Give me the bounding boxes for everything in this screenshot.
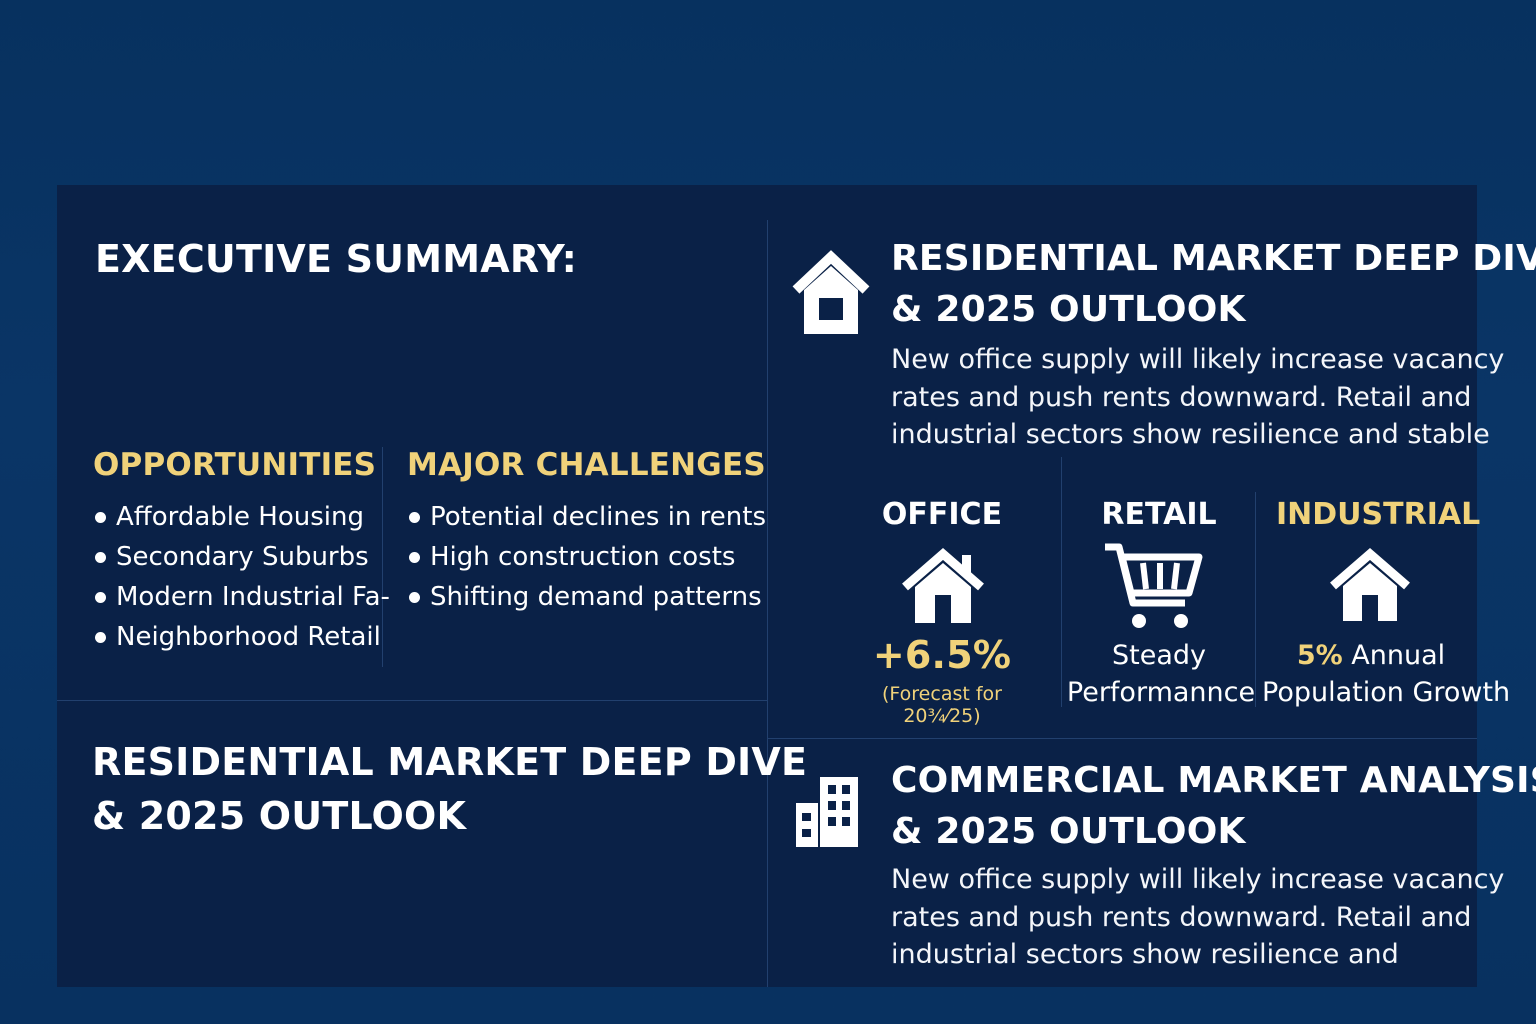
residential-body: New office supply will likely increase v… xyxy=(891,341,1504,454)
commercial-body-line3: industrial sectors show resilience and xyxy=(891,939,1399,970)
left-residential-title-line2: & 2025 OUTLOOK xyxy=(92,794,467,838)
opportunities-heading: OPPORTUNITIES xyxy=(93,447,377,483)
list-item: Secondary Suburbs xyxy=(93,537,390,577)
list-item: Potential declines in rents xyxy=(407,497,766,537)
retail-line2: Performannce xyxy=(1066,677,1256,708)
opportunities-challenges-divider xyxy=(382,447,383,667)
residential-title-line1: RESIDENTIAL MARKET DEEP DIVE xyxy=(891,238,1536,279)
commercial-title-line1: COMMERCIAL MARKET ANALYSIS xyxy=(891,760,1536,801)
commercial-title: COMMERCIAL MARKET ANALYSIS & 2025 OUTLOO… xyxy=(891,755,1536,857)
list-item: Affordable Housing xyxy=(93,497,390,537)
report-panel: EXECUTIVE SUMMARY: OPPORTUNITIES Afforda… xyxy=(57,185,1536,987)
office-note: (Forecast for 20¾⁄25) xyxy=(882,683,1002,727)
retail-industrial-divider xyxy=(1255,492,1256,707)
major-challenges-heading: MAJOR CHALLENGES xyxy=(407,447,766,483)
office-label: OFFICE xyxy=(881,497,1003,532)
list-item: Neighborhood Retail xyxy=(93,617,390,657)
residential-body-line3: industrial sectors show resilience and s… xyxy=(891,419,1490,450)
building-icon xyxy=(794,775,860,853)
opportunities-list: Affordable Housing Secondary Suburbs Mod… xyxy=(93,497,390,657)
left-residential-title: RESIDENTIAL MARKET DEEP DIVE & 2025 OUTL… xyxy=(92,735,807,843)
industrial-line1-rest: Annual xyxy=(1342,640,1446,671)
center-divider xyxy=(767,220,768,987)
right-horizontal-divider xyxy=(767,738,1477,739)
residential-title: RESIDENTIAL MARKET DEEP DIVE & 2025 OUTL… xyxy=(891,233,1536,335)
industrial-line2: Population Growth xyxy=(1262,677,1511,708)
industrial-value: 5% xyxy=(1296,640,1343,671)
commercial-title-line2: & 2025 OUTLOOK xyxy=(891,811,1246,852)
commercial-body-line1: New office supply will likely increase v… xyxy=(891,864,1505,895)
retail-line1: Steady xyxy=(1112,640,1206,671)
left-residential-title-line1: RESIDENTIAL MARKET DEEP DIVE xyxy=(92,740,808,784)
industrial-house-icon xyxy=(1328,547,1412,627)
residential-body-line1: New office supply will likely increase v… xyxy=(891,344,1505,375)
industrial-line1: 5% Annual xyxy=(1262,637,1480,674)
list-item: Modern Industrial Fa- xyxy=(93,577,390,617)
office-retail-divider xyxy=(1061,457,1062,707)
residential-body-line2: rates and push rents downward. Retail an… xyxy=(891,381,1472,413)
residential-title-line2: & 2025 OUTLOOK xyxy=(891,289,1246,330)
commercial-body-line2: rates and push rents downward. Retail an… xyxy=(891,901,1472,933)
commercial-body: New office supply will likely increase v… xyxy=(891,861,1504,974)
office-house-icon xyxy=(900,547,986,629)
retail-label: RETAIL xyxy=(1101,497,1217,532)
challenges-list: Potential declines in rents High constru… xyxy=(407,497,766,617)
shopping-cart-icon xyxy=(1103,541,1203,635)
list-item: Shifting demand patterns xyxy=(407,577,766,617)
house-icon xyxy=(790,248,872,340)
list-item: High construction costs xyxy=(407,537,766,577)
executive-summary-title: EXECUTIVE SUMMARY: xyxy=(95,237,578,281)
industrial-label: INDUSTRIAL xyxy=(1276,497,1481,532)
left-horizontal-divider xyxy=(57,700,767,701)
office-value: +6.5% xyxy=(872,633,1012,677)
